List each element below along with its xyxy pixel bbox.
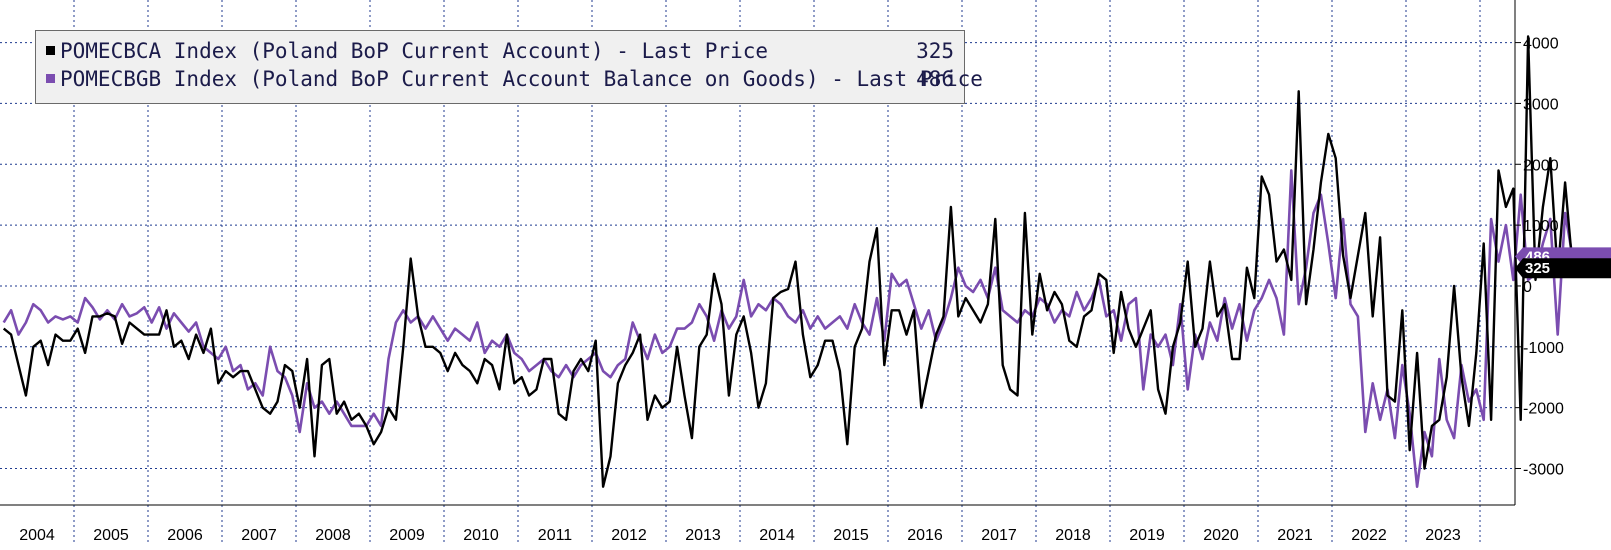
y-tick-label: -3000 [1523, 461, 1564, 478]
series-line-goods-balance [2, 169, 1574, 488]
x-tick-label: 2019 [1129, 527, 1165, 544]
y-tick-label: 2000 [1523, 157, 1559, 174]
y-tick-label: -2000 [1523, 401, 1564, 418]
x-tick-label: 2013 [685, 527, 721, 544]
x-tick-label: 2004 [19, 527, 55, 544]
last-value-badge-current-account [1515, 258, 1611, 279]
x-tick-label: 2018 [1055, 527, 1091, 544]
x-tick-label: 2022 [1351, 527, 1387, 544]
x-tick-label: 2014 [759, 527, 795, 544]
legend-value: 486 [916, 67, 954, 91]
x-tick-label: 2008 [315, 527, 351, 544]
x-tick-label: 2007 [241, 527, 277, 544]
legend-swatch-icon [46, 46, 55, 55]
y-tick-label: 4000 [1523, 36, 1559, 53]
legend-label: POMECBCA Index (Poland BoP Current Accou… [60, 39, 769, 63]
x-tick-label: 2012 [611, 527, 647, 544]
x-tick-label: 2005 [93, 527, 129, 544]
x-tick-label: 2016 [907, 527, 943, 544]
axes: 4000 3000 2000 1000 0 -1000 -2000 -3000 2004 2005… [0, 0, 1564, 544]
plot-area [2, 35, 1574, 488]
y-tick-label: 1000 [1523, 218, 1559, 235]
legend-label: POMECBGB Index (Poland BoP Current Accou… [60, 67, 983, 91]
x-tick-label: 2020 [1203, 527, 1239, 544]
x-tick-label: 2021 [1277, 527, 1313, 544]
legend-item-current-account: POMECBCA Index (Poland BoP Current Accou… [46, 39, 954, 67]
legend: POMECBCA Index (Poland BoP Current Accou… [35, 30, 983, 104]
legend-item-goods-balance: POMECBGB Index (Poland BoP Current Accou… [46, 67, 983, 95]
x-tick-label: 2006 [167, 527, 203, 544]
x-tick-label: 2011 [538, 527, 573, 544]
x-tick-label: 2010 [463, 527, 499, 544]
last-value-text-current-account: 325 [1525, 260, 1550, 277]
y-tick-label: 3000 [1523, 96, 1559, 113]
legend-swatch-icon [46, 74, 55, 83]
series-line-current-account [2, 35, 1574, 488]
legend-value: 325 [916, 39, 954, 63]
x-tick-label: 2017 [981, 527, 1017, 544]
x-tick-label: 2015 [833, 527, 869, 544]
y-tick-label: 0 [1523, 279, 1532, 296]
x-tick-label: 2009 [389, 527, 425, 544]
x-tick-label: 2023 [1425, 527, 1461, 544]
y-tick-label: -1000 [1523, 340, 1564, 357]
